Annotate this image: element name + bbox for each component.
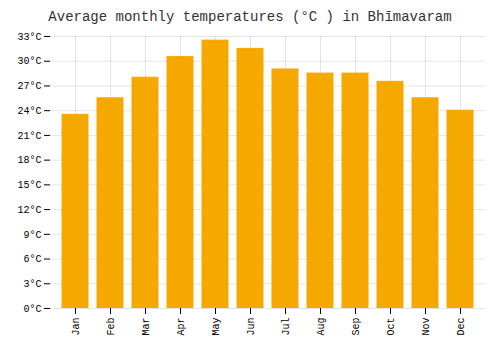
svg-text:Oct: Oct <box>386 318 397 336</box>
svg-text:Sep: Sep <box>351 318 362 336</box>
svg-text:30°C: 30°C <box>17 56 41 67</box>
svg-text:27°C: 27°C <box>17 81 41 92</box>
html-text:Average monthly temperatures (: Average monthly temperatures (°C ) in Bh… <box>48 9 452 25</box>
svg-text:Jan: Jan <box>71 318 82 336</box>
svg-text:Apr: Apr <box>176 318 187 336</box>
svg-text:18°C: 18°C <box>17 155 41 166</box>
svg-text:Nov: Nov <box>421 318 432 336</box>
svg-text:21°C: 21°C <box>17 131 41 142</box>
svg-text:15°C: 15°C <box>17 180 41 191</box>
svg-text:3°C: 3°C <box>23 279 41 290</box>
svg-text:12°C: 12°C <box>17 205 41 216</box>
svg-text:Jun: Jun <box>246 318 257 336</box>
svg-text:Mar: Mar <box>141 318 152 336</box>
svg-text:9°C: 9°C <box>23 230 41 241</box>
svg-text:Dec: Dec <box>456 318 467 336</box>
svg-text:33°C: 33°C <box>17 32 41 43</box>
svg-text:6°C: 6°C <box>23 254 41 265</box>
svg-text:24°C: 24°C <box>17 106 41 117</box>
svg-text:May: May <box>211 318 222 336</box>
svg-text:Aug: Aug <box>316 318 327 336</box>
svg-text:Feb: Feb <box>106 318 117 336</box>
svg-text:0°C: 0°C <box>23 304 41 315</box>
svg-text:Jul: Jul <box>281 318 292 336</box>
